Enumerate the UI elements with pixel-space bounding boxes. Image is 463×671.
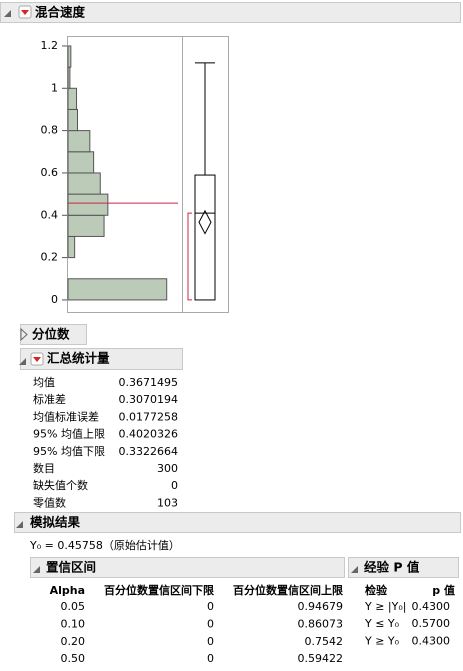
bar [67, 108, 78, 132]
bar [67, 172, 101, 195]
mean-diamond [198, 209, 212, 235]
y-tick-label: 0.6 [41, 166, 59, 179]
bar [67, 45, 72, 68]
table-cell: 0.86073 [298, 617, 344, 630]
y0-note: Y₀ = 0.45758（原始估计值） [29, 538, 180, 552]
table-cell: 0 [207, 652, 214, 665]
bar [67, 66, 71, 89]
table-cell: 0 [207, 617, 214, 630]
y-tick-label: 1 [51, 81, 58, 94]
table-cell: Y ≥ |Y₀| [364, 600, 406, 613]
table-cell: 0.4300 [412, 600, 451, 613]
bar [67, 87, 78, 110]
disclosure[interactable] [33, 566, 40, 573]
disclosure[interactable] [351, 566, 358, 573]
header-bar [348, 557, 459, 578]
section-title: 汇总统计量 [47, 351, 110, 366]
stat-value: 103 [157, 496, 178, 509]
column-header: 检验 [365, 583, 388, 597]
header-bar [0, 2, 461, 23]
column-header: 百分位数置信区间上限 [233, 583, 343, 597]
stat-label: 均值 [33, 376, 55, 389]
stat-label: 零值数 [33, 496, 66, 509]
y-tick-label: 1.2 [41, 39, 59, 52]
table-cell: 0.59422 [298, 652, 344, 665]
stat-label: 95% 均值下限 [33, 445, 105, 458]
header-bar [20, 348, 183, 370]
table-cell: 0 [207, 635, 214, 648]
column-header: 百分位数置信区间下限 [104, 583, 214, 597]
section-title: 分位数 [32, 327, 70, 342]
header-bar [14, 512, 461, 533]
table-cell: 0.10 [61, 617, 86, 630]
bar [67, 151, 95, 174]
section-title: 模拟结果 [30, 515, 81, 530]
shortest-half [187, 212, 192, 301]
bar [67, 130, 91, 153]
y-tick-label: 0 [51, 293, 58, 306]
stat-label: 95% 均值上限 [33, 428, 105, 441]
stat-label: 数目 [33, 462, 55, 475]
bar [67, 214, 105, 237]
table-cell: 0.5700 [412, 617, 451, 630]
stat-value: 0 [171, 479, 178, 492]
header-bar [30, 557, 345, 578]
section-title: 置信区间 [46, 560, 96, 575]
stat-label: 标准差 [33, 392, 66, 406]
bar [67, 193, 109, 216]
table-cell: 0.7542 [305, 635, 344, 648]
box [194, 174, 216, 301]
stat-value: 0.0177258 [119, 410, 179, 423]
stat-value: 0.3322664 [119, 445, 179, 458]
y-tick-label: 0.2 [41, 251, 59, 264]
menu-arrow [33, 357, 41, 362]
stat-value: 0.3070194 [119, 393, 179, 406]
table-cell: 0.4300 [412, 634, 451, 647]
disclosure[interactable] [16, 521, 23, 528]
report-title: 混合速度 [35, 5, 86, 20]
table-cell: 0.05 [61, 600, 86, 613]
stat-value: 300 [157, 462, 178, 475]
table-cell: 0.50 [61, 652, 86, 665]
stat-value: 0.3671495 [119, 376, 179, 389]
disclosure[interactable] [4, 10, 11, 17]
bar [67, 278, 168, 301]
section-title: 经验 P 值 [364, 560, 420, 575]
y-tick-label: 0.8 [41, 124, 59, 137]
table-cell: Y ≤ Y₀ [364, 617, 400, 630]
menu-arrow [21, 10, 29, 15]
y-tick-label: 0.4 [41, 208, 59, 221]
stat-value: 0.4020326 [119, 428, 179, 441]
stat-label: 均值标准误差 [33, 409, 99, 423]
column-header: Alpha [50, 584, 85, 597]
column-header: p 值 [432, 583, 455, 597]
bar [67, 235, 76, 259]
table-cell: 0 [207, 600, 214, 613]
disclosure[interactable] [19, 358, 26, 365]
table-cell: 0.94679 [298, 600, 344, 613]
table-cell: Y ≥ Y₀ [364, 634, 400, 647]
table-cell: 0.20 [61, 635, 86, 648]
disclosure[interactable] [20, 327, 28, 342]
stat-label: 缺失值个数 [33, 478, 88, 492]
